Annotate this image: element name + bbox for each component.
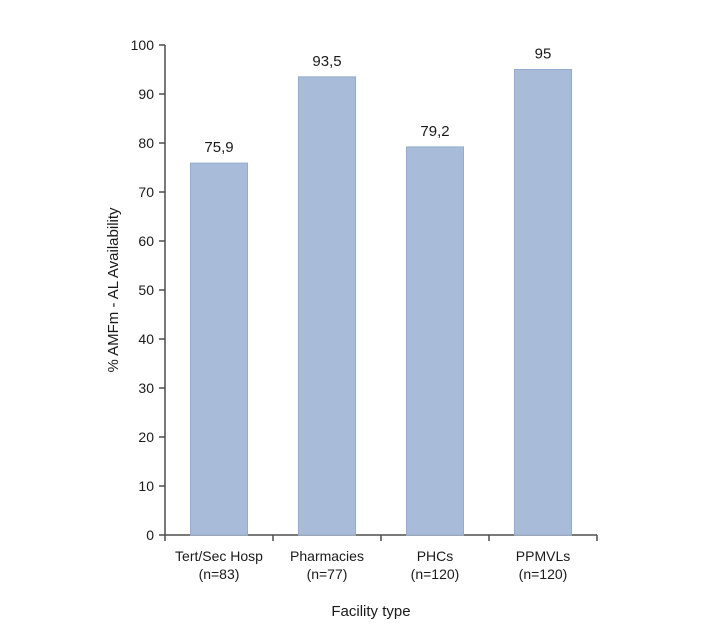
data-label: 79,2 bbox=[420, 123, 449, 140]
x-tick-label: PPMVLs bbox=[516, 548, 570, 564]
x-tick-label: (n=120) bbox=[411, 566, 460, 582]
y-tick-label: 50 bbox=[138, 282, 154, 298]
y-axis-title: % AMFm - AL Availability bbox=[105, 207, 122, 373]
y-tick-label: 70 bbox=[138, 184, 154, 200]
x-tick-label: (n=77) bbox=[307, 566, 348, 582]
y-tick-label: 30 bbox=[138, 380, 154, 396]
x-tick-label: Pharmacies bbox=[290, 548, 364, 564]
y-tick-label: 40 bbox=[138, 331, 154, 347]
y-tick-label: 100 bbox=[131, 37, 155, 53]
bar bbox=[190, 162, 248, 536]
y-tick-label: 60 bbox=[138, 233, 154, 249]
labels: 0 10 20 30 40 50 60 70 80 90 100 75,9 Tert/Sec Hosp (… bbox=[131, 37, 571, 582]
data-label: 95 bbox=[535, 46, 552, 63]
x-tick-label: Tert/Sec Hosp bbox=[175, 548, 263, 564]
x-tick-label: (n=120) bbox=[519, 566, 568, 582]
y-tick-label: 0 bbox=[146, 527, 154, 543]
data-label: 75,9 bbox=[204, 139, 233, 156]
y-tick-label: 20 bbox=[138, 429, 154, 445]
y-tick-label: 80 bbox=[138, 135, 154, 151]
x-tick-label: PHCs bbox=[417, 548, 454, 564]
x-axis-title: Facility type bbox=[331, 603, 410, 620]
bar bbox=[406, 146, 464, 536]
data-label: 93,5 bbox=[312, 53, 341, 70]
bar bbox=[298, 76, 356, 536]
y-tick-label: 90 bbox=[138, 86, 154, 102]
bar bbox=[514, 69, 572, 536]
y-tick-label: 10 bbox=[138, 478, 154, 494]
x-tick-label: (n=83) bbox=[199, 566, 240, 582]
bars bbox=[190, 69, 572, 536]
